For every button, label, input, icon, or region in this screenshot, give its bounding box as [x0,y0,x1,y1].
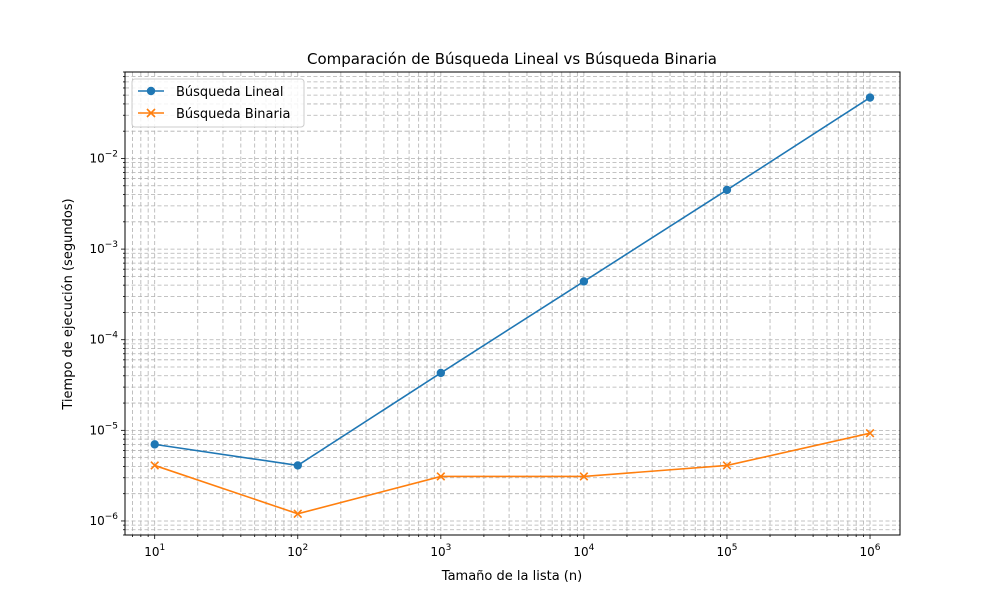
data-point-circle [436,368,446,378]
data-point-x [865,428,875,438]
data-point-x [436,472,446,481]
series-line-0 [154,96,871,467]
x-tick-label: 105 [716,543,737,559]
axis-ticks: 101 102 103 104 105 106 10−6 10−5 10−4 10−3 10−2 [89,71,881,559]
data-point-x [293,509,303,519]
data-point-x [722,461,732,470]
y-tick-label: 10−2 [89,149,118,165]
x-tick-label: 106 [860,543,881,559]
plot-frame [124,71,901,536]
y-tick-label: 10−3 [89,240,118,256]
y-tick-label: 10−5 [89,421,118,437]
data-point-x [579,472,589,481]
legend: Búsqueda Lineal Búsqueda Binaria [131,78,305,128]
x-tick-label: 103 [430,543,451,559]
x-tick-label: 104 [573,543,594,559]
data-point-x [150,461,160,470]
legend-label-binaria: Búsqueda Binaria [176,107,290,122]
legend-box [131,78,305,128]
data-point-circle [293,461,302,470]
data-point-circle [865,93,875,102]
grid [125,71,900,536]
legend-marker-lineal [146,86,156,96]
series-line-1 [154,432,871,515]
data-point-circle [150,440,159,449]
legend-marker-binaria [146,108,156,118]
y-tick-label: 10−6 [89,512,118,528]
x-tick-label: 101 [144,543,165,559]
legend-label-lineal: Búsqueda Lineal [176,85,283,100]
x-axis-label: Tamaño de la lista (n) [441,569,582,584]
y-tick-label: 10−4 [89,331,118,347]
chart-title: Comparación de Búsqueda Lineal vs Búsque… [307,50,717,68]
data-point-circle [722,185,732,195]
plot-series [150,93,875,519]
x-tick-label: 102 [287,543,308,559]
data-point-circle [579,277,589,286]
y-axis-label: Tiempo de ejecución (segundos) [61,198,76,410]
